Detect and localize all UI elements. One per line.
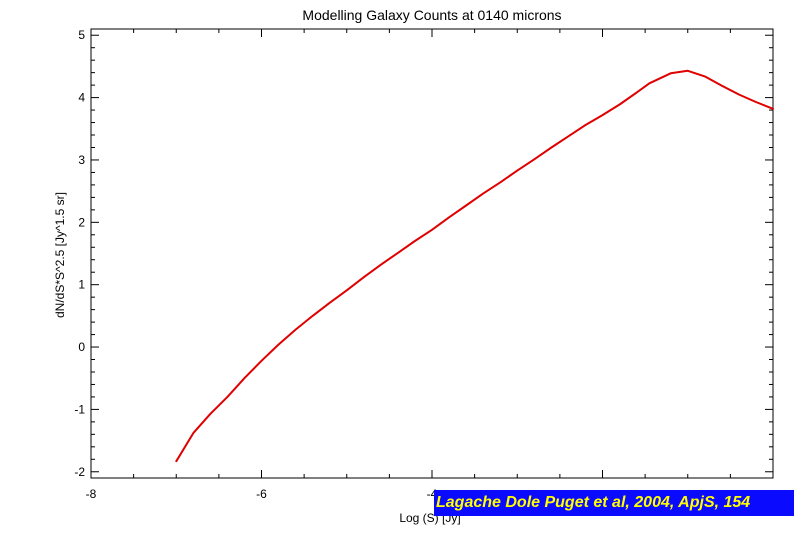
y-tick-label: 1 <box>78 278 85 292</box>
x-tick-label: -8 <box>86 487 97 501</box>
y-tick-label: -1 <box>74 402 85 416</box>
series-layer <box>175 69 774 463</box>
plot-frame <box>90 28 774 479</box>
y-tick-label: 3 <box>78 153 85 167</box>
series-line <box>175 69 774 463</box>
y-axis-label: dN/dS*S^2.5 [Jy^1.5 sr] <box>53 192 67 318</box>
x-tick-label: -6 <box>256 487 267 501</box>
y-tick-label: 5 <box>78 28 85 42</box>
chart-title: Modelling Galaxy Counts at 0140 microns <box>302 7 561 23</box>
credit-banner: Lagache Dole Puget et al, 2004, ApjS, 15… <box>434 490 794 516</box>
y-tick-label: 4 <box>78 91 85 105</box>
y-tick-label: 2 <box>78 215 85 229</box>
y-tick-label: 0 <box>78 340 85 354</box>
y-axis-ticks: -2 -1 0 1 2 3 4 5 <box>74 28 773 479</box>
x-axis-ticks: -8 -6 -4 <box>86 29 774 501</box>
y-tick-label: -2 <box>74 465 85 479</box>
x-tick-label: -4 <box>427 487 438 501</box>
